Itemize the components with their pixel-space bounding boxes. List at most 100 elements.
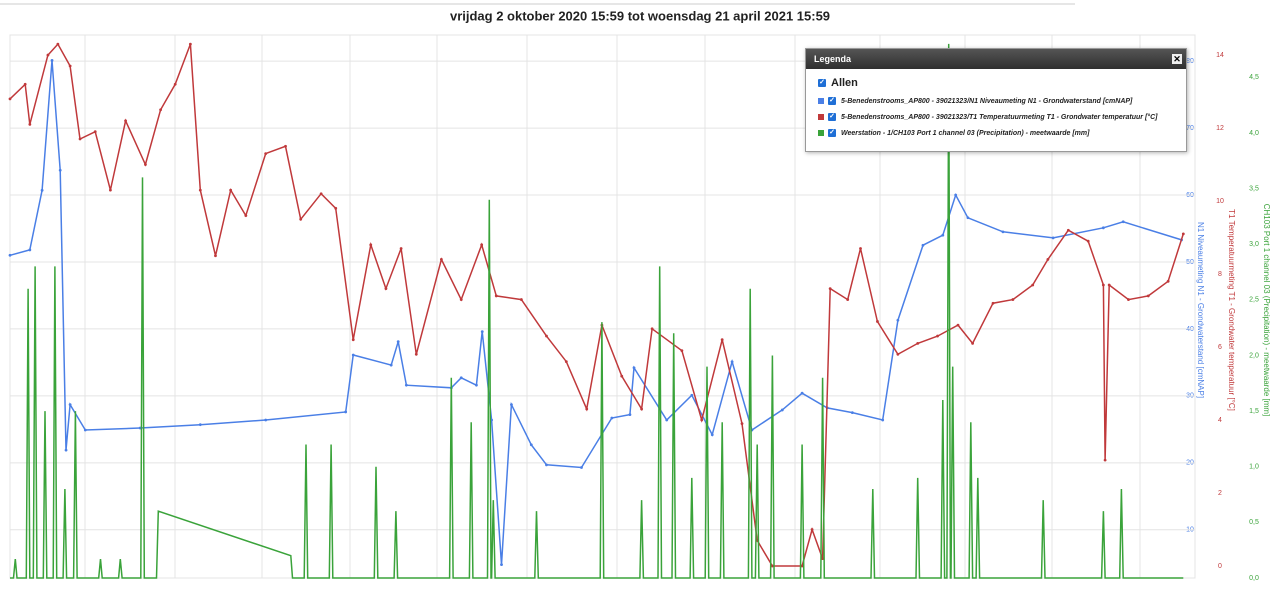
legend-item[interactable]: ✓ Weerstation - 1/CH103 Port 1 channel 03… [806, 125, 1186, 141]
series-point [1121, 220, 1125, 224]
series-point [198, 423, 202, 427]
series-point [480, 243, 484, 247]
series-point [916, 341, 920, 345]
legend-item[interactable]: ✓ 5-Benedenstrooms_AP800 - 39021323/T1 Te… [806, 109, 1186, 125]
y3-tick-label: 3,5 [1249, 185, 1259, 192]
series-point [610, 416, 614, 420]
series-point [1051, 236, 1055, 240]
series-point [389, 363, 393, 367]
legend-label: 5-Benedenstrooms_AP800 - 39021323/T1 Tem… [841, 113, 1158, 121]
series-point [8, 97, 12, 101]
series-point [800, 391, 804, 395]
series-point [494, 294, 498, 298]
y2-tick-label: 4 [1218, 417, 1222, 424]
y2-tick-label: 6 [1218, 344, 1222, 351]
series-point [650, 327, 654, 331]
checkbox[interactable]: ✓ [828, 129, 836, 137]
series-point [1086, 239, 1090, 243]
series-point [896, 352, 900, 356]
series-point [810, 528, 814, 531]
series-point [800, 564, 804, 568]
series-point [214, 254, 217, 258]
series-point [1127, 298, 1130, 301]
series-point [956, 323, 960, 327]
series-point [680, 349, 684, 353]
y3-tick-label: 1,0 [1249, 464, 1259, 471]
y2-tick-label: 10 [1216, 198, 1224, 205]
series-point [1066, 228, 1070, 232]
series-point [68, 64, 72, 68]
plot-frame [9, 34, 1196, 579]
y3-tick-label: 0,5 [1249, 519, 1259, 526]
legend: Legenda ✕ ✓ Allen ✓ 5-Benedenstrooms_AP800 … [805, 48, 1187, 152]
y2-tick-label: 8 [1218, 271, 1222, 278]
series-point [720, 338, 724, 342]
series-point [1001, 230, 1005, 234]
series-point [369, 243, 373, 247]
series-point [529, 443, 533, 447]
series-point [620, 374, 624, 378]
y2-tick-label: 2 [1218, 490, 1222, 497]
legend-all[interactable]: ✓ Allen [806, 73, 1186, 93]
series-point [859, 247, 862, 250]
series-point [404, 383, 408, 387]
series-point [188, 42, 192, 46]
checkbox[interactable]: ✓ [818, 79, 826, 87]
series-point [1166, 279, 1170, 283]
checkbox[interactable]: ✓ [828, 97, 836, 105]
series-point [229, 188, 233, 192]
series-point [519, 298, 523, 301]
series-group [8, 42, 1185, 579]
series-point [344, 410, 348, 414]
series-point [966, 216, 970, 220]
y2-tick-label: 0 [1218, 563, 1222, 570]
y3-tick-label: 0,0 [1249, 575, 1259, 582]
y3-tick-label: 2,0 [1249, 352, 1259, 359]
y2-tick-label: 12 [1216, 125, 1224, 132]
series-point [710, 433, 714, 437]
series-point [28, 248, 32, 252]
series-point [284, 144, 287, 148]
series-point [665, 418, 669, 422]
series-line [10, 43, 1184, 579]
series-point [264, 418, 268, 422]
y3-tick-label: 2,5 [1249, 297, 1259, 304]
series-point [8, 253, 12, 257]
series-point [198, 188, 202, 192]
series-point [991, 301, 995, 305]
series-point [628, 413, 632, 417]
series-point [876, 320, 879, 323]
legend-swatch [818, 130, 824, 136]
series-point [740, 422, 744, 426]
series-point [414, 352, 418, 356]
series-point [144, 163, 147, 166]
legend-label: Weerstation - 1/CH103 Port 1 channel 03 … [841, 129, 1090, 137]
series-point [896, 318, 900, 322]
series-point [23, 82, 27, 86]
series-point [319, 192, 323, 196]
series-point [109, 188, 112, 192]
y3-tick-label: 4,0 [1249, 130, 1259, 137]
series-point [954, 193, 958, 197]
series-point [78, 137, 82, 141]
series-point [1101, 226, 1105, 230]
series-point [1107, 283, 1111, 287]
series-point [299, 217, 303, 221]
legend-rows: ✓ 5-Benedenstrooms_AP800 - 39021323/N1 Ni… [806, 93, 1186, 141]
checkbox[interactable]: ✓ [828, 113, 836, 121]
series-point [640, 407, 644, 411]
series-point [93, 130, 97, 134]
series-point [399, 247, 403, 250]
series-point [971, 341, 974, 345]
series-point [384, 287, 388, 291]
series-point [1103, 458, 1107, 462]
series-point [846, 298, 850, 301]
series-point [439, 258, 443, 261]
legend-close[interactable]: ✕ [1172, 54, 1182, 64]
legend-item[interactable]: ✓ 5-Benedenstrooms_AP800 - 39021323/N1 Ni… [806, 93, 1186, 109]
series-point [351, 353, 355, 357]
series-point [1181, 232, 1185, 236]
series-point [585, 407, 589, 411]
series-point [459, 376, 463, 380]
